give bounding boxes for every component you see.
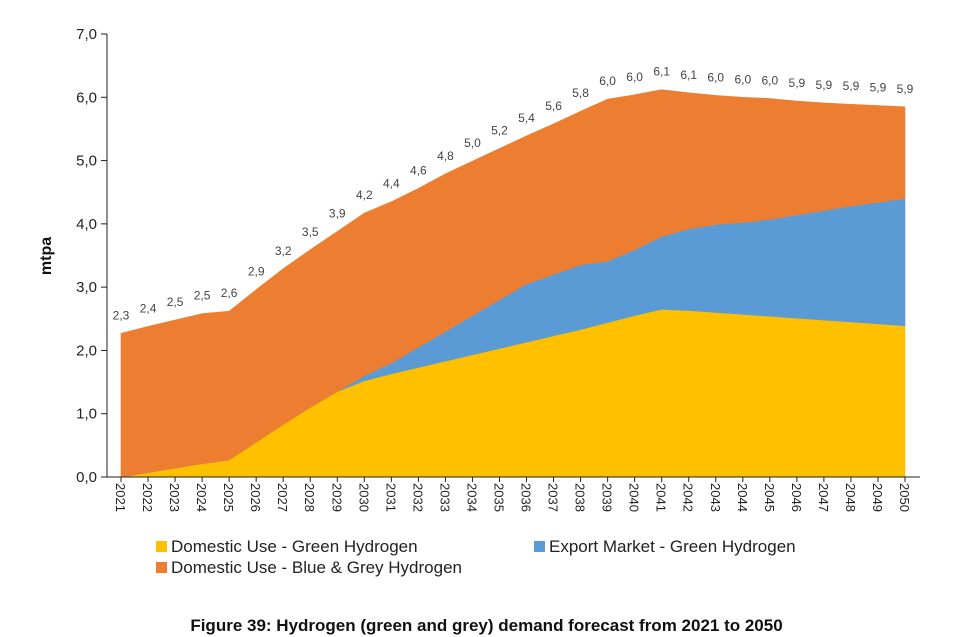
- y-tick-label: 0,0: [76, 469, 97, 486]
- x-tick-label: 2050: [897, 483, 912, 512]
- x-tick-label: 2022: [140, 483, 155, 512]
- data-label: 2,3: [113, 308, 130, 322]
- data-label: 3,5: [302, 225, 319, 239]
- x-tick-label: 2039: [600, 483, 615, 512]
- y-tick-label: 6,0: [76, 89, 97, 106]
- x-tick-label: 2035: [491, 483, 506, 512]
- data-label: 5,6: [545, 99, 562, 113]
- x-tick-label: 2045: [762, 483, 777, 512]
- data-label: 5,9: [843, 79, 860, 93]
- data-label: 2,9: [248, 265, 265, 279]
- x-tick-label: 2041: [654, 483, 669, 512]
- data-label: 5,2: [491, 124, 508, 138]
- x-tick-label: 2033: [437, 483, 452, 512]
- data-label: 4,4: [383, 177, 400, 191]
- legend-swatch: [534, 541, 545, 552]
- y-tick-label: 5,0: [76, 153, 97, 170]
- x-tick-label: 2030: [356, 483, 371, 512]
- x-tick-label: 2031: [383, 483, 398, 512]
- x-tick-label: 2034: [464, 483, 479, 512]
- legend-item-domestic-use-green-hydrogen: Domestic Use - Green Hydrogen: [156, 537, 418, 556]
- data-label: 5,9: [897, 82, 914, 96]
- data-label: 3,2: [275, 244, 292, 258]
- data-label: 3,9: [329, 206, 346, 220]
- x-tick-label: 2043: [708, 483, 723, 512]
- legend-swatch: [156, 562, 167, 573]
- area-series-group: [120, 89, 906, 478]
- x-tick-label: 2021: [113, 483, 128, 512]
- data-label: 5,0: [464, 136, 481, 150]
- area-domestic-use-blue-grey-hydrogen: [120, 89, 906, 478]
- data-label: 6,1: [653, 65, 670, 79]
- x-tick-label: 2040: [627, 483, 642, 512]
- x-tick-label: 2028: [302, 483, 317, 512]
- y-tick-label: 3,0: [76, 279, 97, 296]
- legend: Domestic Use - Green Hydrogen Export Mark…: [156, 537, 796, 577]
- x-tick-label: 2032: [410, 483, 425, 512]
- legend-label: Domestic Use - Blue & Grey Hydrogen: [171, 558, 462, 577]
- data-label: 6,1: [680, 68, 697, 82]
- x-tick-label: 2029: [329, 483, 344, 512]
- data-label: 5,8: [572, 86, 589, 100]
- x-tick-label: 2047: [816, 483, 831, 512]
- data-label: 6,0: [707, 70, 724, 84]
- legend-item-domestic-use-blue-grey-hydrogen: Domestic Use - Blue & Grey Hydrogen: [156, 558, 462, 577]
- legend-label: Export Market - Green Hydrogen: [549, 537, 796, 556]
- y-tick-label: 2,0: [76, 342, 97, 359]
- x-tick-label: 2023: [167, 483, 182, 512]
- legend-item-export-market-green-hydrogen: Export Market - Green Hydrogen: [534, 537, 796, 556]
- x-tick-label: 2044: [735, 483, 750, 512]
- x-tick-label: 2049: [870, 483, 885, 512]
- data-label: 2,5: [167, 295, 184, 309]
- data-label: 4,8: [437, 149, 454, 163]
- x-tick-label: 2024: [194, 483, 209, 512]
- y-tick-label: 7,0: [76, 26, 97, 43]
- data-label: 5,9: [816, 78, 833, 92]
- x-tick-label: 2037: [546, 483, 561, 512]
- y-tick-label: 1,0: [76, 406, 97, 423]
- legend-swatch: [156, 541, 167, 552]
- data-label: 6,0: [761, 74, 778, 88]
- x-tick-label: 2038: [573, 483, 588, 512]
- x-tick-label: 2036: [519, 483, 534, 512]
- hydrogen-demand-chart: 0,01,02,03,04,05,06,07,0 2021 2022 2023 202…: [38, 26, 920, 577]
- data-label: 4,2: [356, 188, 373, 202]
- data-label: 6,0: [626, 70, 643, 84]
- data-label: 2,5: [194, 289, 211, 303]
- x-tick-label: 2025: [221, 483, 236, 512]
- data-label: 4,6: [410, 163, 427, 177]
- data-label: 2,4: [140, 301, 157, 315]
- legend-label: Domestic Use - Green Hydrogen: [171, 537, 418, 556]
- data-labels-group: 2,3 2,4 2,5 2,5 2,6 2,9 3,2 3,5 3,9 4,2 4,4 4,6 4,8 5…: [113, 65, 914, 323]
- data-label: 5,4: [518, 111, 535, 125]
- x-axis: 2021 2022 2023 2024 2025 2026 2027 2028 2029 2030…: [107, 476, 920, 512]
- y-axis: 0,0 1,0 2,0 3,0 4,0 5,0 6,0 7,0: [76, 26, 108, 486]
- data-label: 2,6: [221, 286, 238, 300]
- x-tick-label: 2027: [275, 483, 290, 512]
- figure-caption: Figure 39: Hydrogen (green and grey) dem…: [190, 616, 783, 635]
- data-label: 6,0: [734, 72, 751, 86]
- x-tick-label: 2026: [248, 483, 263, 512]
- data-label: 5,9: [870, 81, 887, 95]
- x-tick-label: 2046: [789, 483, 804, 512]
- x-tick-label: 2042: [681, 483, 696, 512]
- x-tick-label: 2048: [843, 483, 858, 512]
- y-axis-title: mtpa: [38, 237, 55, 275]
- data-label: 5,9: [789, 76, 806, 90]
- y-tick-label: 4,0: [76, 216, 97, 233]
- data-label: 6,0: [599, 74, 616, 88]
